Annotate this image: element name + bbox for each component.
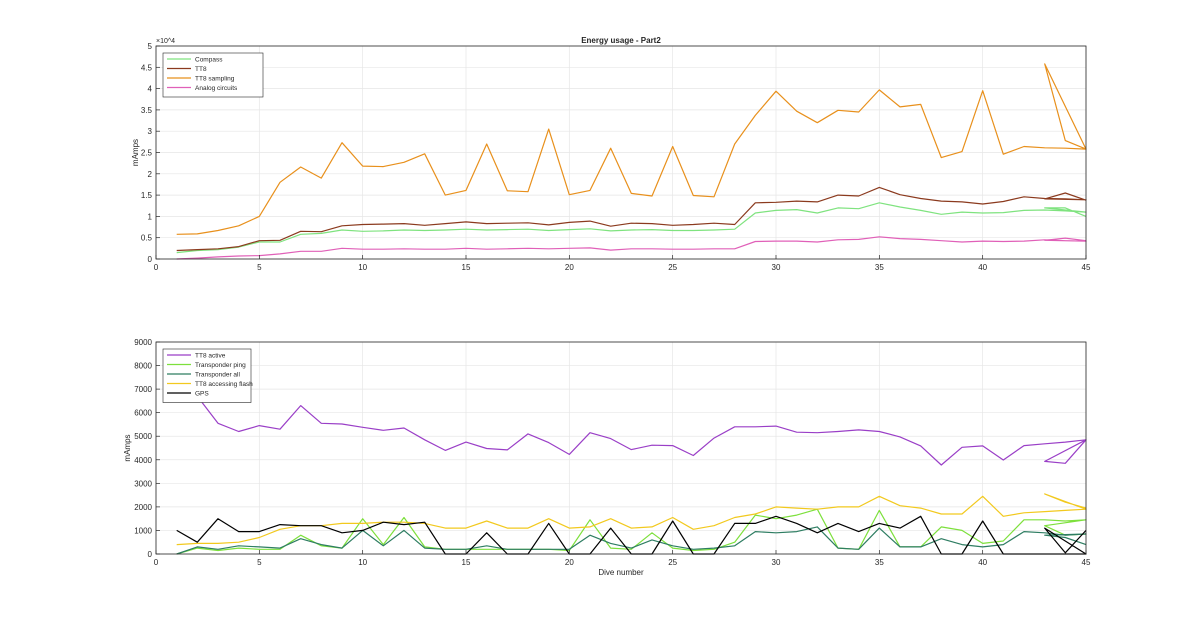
y-tick-label: 4000 bbox=[134, 456, 152, 465]
bottom-axes-frame bbox=[155, 341, 1087, 555]
x-tick-label: 40 bbox=[978, 263, 987, 272]
x-tick-label: 25 bbox=[668, 558, 677, 567]
y-tick-label: 4.5 bbox=[141, 63, 153, 72]
legend-label: TT8 active bbox=[195, 353, 226, 360]
series-line-tt8-sampling bbox=[176, 63, 1087, 235]
x-tick-label: 5 bbox=[257, 558, 262, 567]
y-tick-label: 0.5 bbox=[141, 234, 153, 243]
top-y-exponent-label: ×10^4 bbox=[156, 38, 175, 45]
x-tick-label: 15 bbox=[462, 263, 471, 272]
x-tick-label: 25 bbox=[668, 263, 677, 272]
x-tick-label: 35 bbox=[875, 558, 884, 567]
bottom-x-axis-label: Dive number bbox=[598, 568, 644, 577]
x-tick-label: 0 bbox=[154, 558, 159, 567]
x-tick-label: 40 bbox=[978, 558, 987, 567]
legend-label: Compass bbox=[195, 57, 223, 64]
top-legend: Compass TT8 TT8 sampling Analog circuits bbox=[162, 52, 264, 98]
x-tick-label: 10 bbox=[358, 263, 367, 272]
x-tick-label: 20 bbox=[565, 558, 574, 567]
series-line-compass bbox=[176, 202, 1087, 254]
top-x-ticks: 0 5 10 15 20 25 30 35 40 45 bbox=[154, 255, 1091, 272]
top-series-group bbox=[176, 63, 1087, 260]
x-tick-label: 35 bbox=[875, 263, 884, 272]
legend-label: Transponder all bbox=[195, 372, 240, 379]
y-tick-label: 3000 bbox=[134, 479, 152, 488]
bottom-y-ticks: 0 1000 2000 3000 4000 5000 6000 7000 8000 9000 bbox=[134, 338, 160, 559]
y-tick-label: 1 bbox=[148, 212, 153, 221]
x-tick-label: 10 bbox=[358, 558, 367, 567]
y-tick-label: 2000 bbox=[134, 503, 152, 512]
legend-label: TT8 bbox=[195, 66, 207, 73]
series-line-transponder-all bbox=[176, 526, 1087, 555]
series-line-tt8 bbox=[176, 186, 1087, 252]
bottom-y-axis-label: mAmps bbox=[123, 434, 132, 461]
y-tick-label: 0 bbox=[148, 255, 153, 264]
legend-label: Transponder ping bbox=[195, 362, 246, 369]
x-tick-label: 0 bbox=[154, 263, 159, 272]
y-tick-label: 1.5 bbox=[141, 191, 153, 200]
series-line-gps bbox=[176, 515, 1087, 555]
y-tick-label: 2.5 bbox=[141, 149, 153, 158]
bottom-legend: TT8 active Transponder ping Transponder al… bbox=[162, 348, 253, 403]
y-tick-label: 5000 bbox=[134, 432, 152, 441]
top-axes: 0 5 10 15 20 25 30 35 40 45 0 0.5 1 1.5 2 2.5 3 3.5 4 4.5 5… bbox=[131, 36, 1091, 272]
y-tick-label: 9000 bbox=[134, 338, 152, 347]
x-tick-label: 45 bbox=[1082, 263, 1091, 272]
legend-box bbox=[162, 52, 264, 98]
x-tick-label: 30 bbox=[772, 263, 781, 272]
y-tick-label: 8000 bbox=[134, 362, 152, 371]
legend-label: GPS bbox=[195, 391, 209, 398]
y-tick-label: 2 bbox=[148, 170, 153, 179]
series-line-tt8-active bbox=[176, 383, 1087, 466]
x-tick-label: 5 bbox=[257, 263, 262, 272]
bottom-series-group bbox=[176, 383, 1087, 555]
top-chart-title: Energy usage - Part2 bbox=[581, 36, 661, 45]
y-tick-label: 3.5 bbox=[141, 106, 153, 115]
y-tick-label: 0 bbox=[148, 550, 153, 559]
top-y-axis-label: mAmps bbox=[131, 139, 140, 166]
legend-label: Analog circuits bbox=[195, 85, 238, 92]
x-tick-label: 30 bbox=[772, 558, 781, 567]
y-tick-label: 5 bbox=[148, 42, 153, 51]
y-tick-label: 3 bbox=[148, 127, 153, 136]
series-line-analog-circuits bbox=[176, 236, 1087, 260]
y-tick-label: 7000 bbox=[134, 385, 152, 394]
y-tick-label: 1000 bbox=[134, 526, 152, 535]
bottom-x-ticks: 0 5 10 15 20 25 30 35 40 45 bbox=[154, 550, 1091, 567]
x-tick-label: 15 bbox=[462, 558, 471, 567]
series-line-tt8-accessing-flash bbox=[176, 493, 1087, 546]
x-tick-label: 20 bbox=[565, 263, 574, 272]
x-tick-label: 45 bbox=[1082, 558, 1091, 567]
bottom-axes: 0 5 10 15 20 25 30 35 40 45 0 1000 2000 3000 4000 5000… bbox=[123, 338, 1091, 577]
y-tick-label: 4 bbox=[148, 85, 153, 94]
y-tick-label: 6000 bbox=[134, 409, 152, 418]
top-y-ticks: 0 0.5 1 1.5 2 2.5 3 3.5 4 4.5 5 bbox=[141, 42, 160, 264]
legend-label: TT8 accessing flash bbox=[195, 381, 253, 388]
legend-label: TT8 sampling bbox=[195, 76, 235, 83]
